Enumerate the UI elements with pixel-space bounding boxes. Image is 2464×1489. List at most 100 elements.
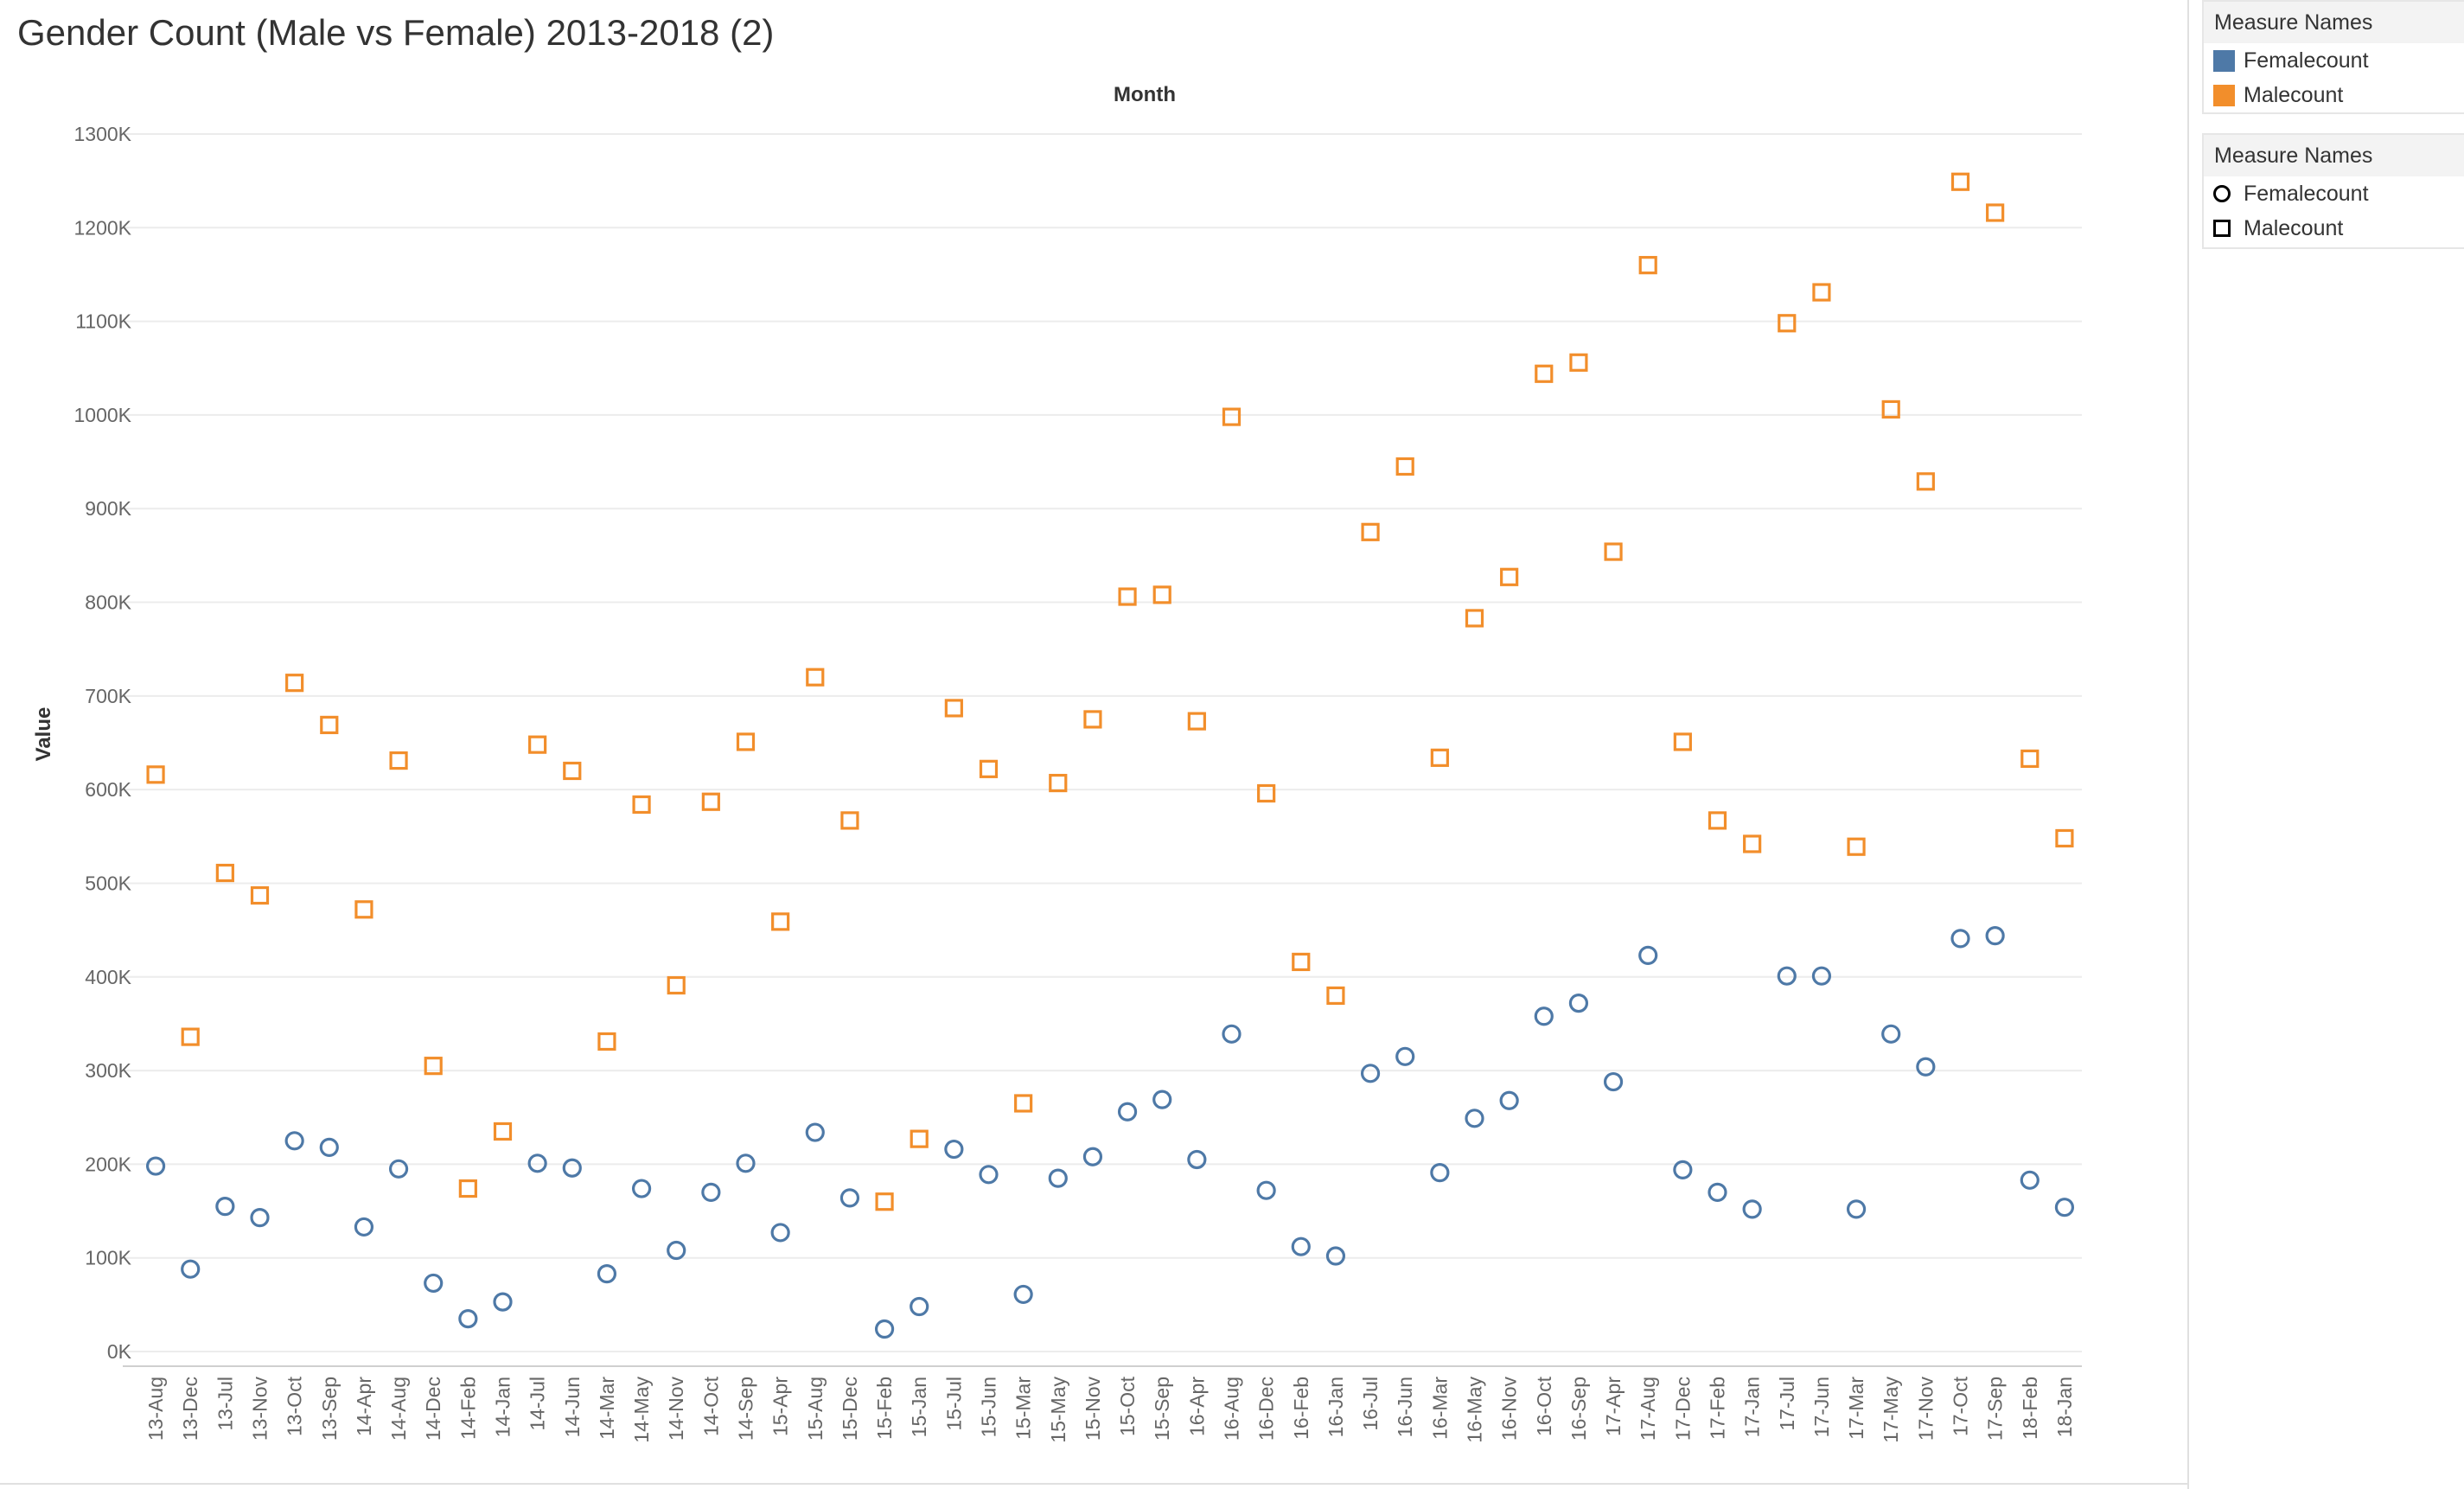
femalecount-point[interactable] — [319, 1137, 339, 1157]
femalecount-point[interactable] — [250, 1208, 270, 1228]
malecount-point[interactable] — [1950, 172, 1970, 191]
femalecount-point[interactable] — [215, 1197, 235, 1217]
femalecount-point[interactable] — [1950, 929, 1970, 949]
malecount-point[interactable] — [146, 765, 165, 784]
femalecount-point[interactable] — [944, 1139, 964, 1160]
femalecount-point[interactable] — [388, 1159, 409, 1179]
malecount-point[interactable] — [1222, 407, 1242, 426]
malecount-point[interactable] — [1500, 567, 1519, 586]
malecount-point[interactable] — [1916, 472, 1935, 491]
femalecount-point[interactable] — [1082, 1147, 1103, 1166]
femalecount-point[interactable] — [1499, 1090, 1519, 1110]
femalecount-point[interactable] — [424, 1273, 444, 1294]
femalecount-point[interactable] — [1256, 1180, 1276, 1200]
femalecount-point[interactable] — [458, 1308, 478, 1329]
femalecount-point[interactable] — [354, 1217, 374, 1237]
malecount-point[interactable] — [528, 735, 547, 754]
femalecount-point[interactable] — [1603, 1071, 1624, 1092]
malecount-point[interactable] — [1049, 773, 1068, 793]
femalecount-point[interactable] — [770, 1223, 790, 1243]
malecount-point[interactable] — [1778, 314, 1797, 333]
femalecount-point[interactable] — [667, 1240, 686, 1261]
malecount-point[interactable] — [458, 1179, 477, 1198]
malecount-point[interactable] — [667, 975, 686, 995]
femalecount-point[interactable] — [1152, 1090, 1172, 1109]
malecount-point[interactable] — [1118, 587, 1137, 606]
malecount-point[interactable] — [2055, 828, 2074, 848]
malecount-point[interactable] — [1535, 364, 1554, 383]
femalecount-point[interactable] — [1430, 1163, 1450, 1183]
malecount-point[interactable] — [1014, 1094, 1033, 1113]
femalecount-point[interactable] — [1222, 1024, 1242, 1044]
malecount-point[interactable] — [701, 792, 720, 811]
femalecount-point[interactable] — [1881, 1024, 1901, 1044]
legend-item-malecount[interactable]: Malecount — [2204, 78, 2464, 112]
femalecount-point[interactable] — [1534, 1007, 1554, 1026]
malecount-point[interactable] — [771, 912, 790, 931]
femalecount-point[interactable] — [1846, 1199, 1867, 1219]
femalecount-point[interactable] — [1360, 1064, 1381, 1083]
legend-item-femalecount[interactable]: Femalecount — [2204, 43, 2464, 78]
malecount-point[interactable] — [1708, 811, 1727, 830]
legend-item-malecount-shape[interactable]: Malecount — [2204, 211, 2464, 246]
malecount-point[interactable] — [597, 1032, 616, 1051]
femalecount-point[interactable] — [1325, 1246, 1346, 1266]
femalecount-point[interactable] — [1811, 966, 1832, 986]
legend-item-femalecount-shape[interactable]: Femalecount — [2204, 176, 2464, 211]
malecount-point[interactable] — [1847, 837, 1866, 856]
malecount-point[interactable] — [1395, 457, 1414, 476]
femalecount-point[interactable] — [1568, 993, 1589, 1013]
femalecount-point[interactable] — [145, 1156, 166, 1176]
malecount-point[interactable] — [1187, 712, 1206, 731]
femalecount-point[interactable] — [1048, 1168, 1068, 1188]
malecount-point[interactable] — [1881, 399, 1900, 419]
femalecount-point[interactable] — [284, 1131, 304, 1151]
femalecount-point[interactable] — [910, 1296, 929, 1317]
malecount-point[interactable] — [910, 1129, 929, 1148]
femalecount-point[interactable] — [597, 1264, 617, 1284]
femalecount-point[interactable] — [1708, 1182, 1727, 1202]
malecount-point[interactable] — [493, 1122, 513, 1141]
malecount-point[interactable] — [1361, 522, 1380, 541]
femalecount-point[interactable] — [562, 1158, 582, 1178]
femalecount-point[interactable] — [979, 1165, 999, 1185]
malecount-point[interactable] — [736, 732, 756, 751]
malecount-point[interactable] — [1638, 256, 1657, 275]
femalecount-point[interactable] — [701, 1182, 721, 1202]
malecount-point[interactable] — [1986, 203, 2005, 222]
femalecount-point[interactable] — [1673, 1160, 1693, 1179]
malecount-point[interactable] — [1569, 353, 1588, 372]
femalecount-point[interactable] — [2020, 1170, 2040, 1190]
malecount-point[interactable] — [250, 885, 270, 905]
malecount-point[interactable] — [2020, 749, 2040, 769]
malecount-point[interactable] — [320, 715, 339, 735]
malecount-point[interactable] — [1812, 283, 1831, 302]
malecount-point[interactable] — [424, 1057, 443, 1076]
malecount-point[interactable] — [1292, 952, 1311, 972]
malecount-point[interactable] — [944, 699, 963, 718]
malecount-point[interactable] — [1257, 783, 1276, 803]
malecount-point[interactable] — [181, 1027, 200, 1046]
femalecount-point[interactable] — [1742, 1199, 1762, 1219]
malecount-point[interactable] — [875, 1192, 894, 1211]
femalecount-point[interactable] — [527, 1153, 547, 1173]
malecount-point[interactable] — [1326, 986, 1345, 1006]
malecount-point[interactable] — [1152, 585, 1171, 604]
femalecount-point[interactable] — [1985, 926, 2005, 946]
malecount-point[interactable] — [1673, 732, 1692, 751]
malecount-point[interactable] — [806, 668, 825, 687]
malecount-point[interactable] — [840, 811, 859, 830]
femalecount-point[interactable] — [1013, 1284, 1033, 1305]
malecount-point[interactable] — [285, 674, 304, 693]
malecount-point[interactable] — [389, 751, 408, 770]
femalecount-point[interactable] — [631, 1179, 652, 1198]
femalecount-point[interactable] — [1187, 1149, 1207, 1170]
femalecount-point[interactable] — [1465, 1109, 1484, 1128]
femalecount-point[interactable] — [2054, 1198, 2075, 1217]
femalecount-point[interactable] — [805, 1122, 825, 1142]
malecount-point[interactable] — [215, 863, 234, 883]
color-legend[interactable]: Measure Names Femalecount Malecount — [2202, 0, 2464, 114]
malecount-point[interactable] — [1430, 748, 1449, 767]
femalecount-point[interactable] — [839, 1188, 860, 1208]
femalecount-point[interactable] — [1638, 945, 1658, 965]
